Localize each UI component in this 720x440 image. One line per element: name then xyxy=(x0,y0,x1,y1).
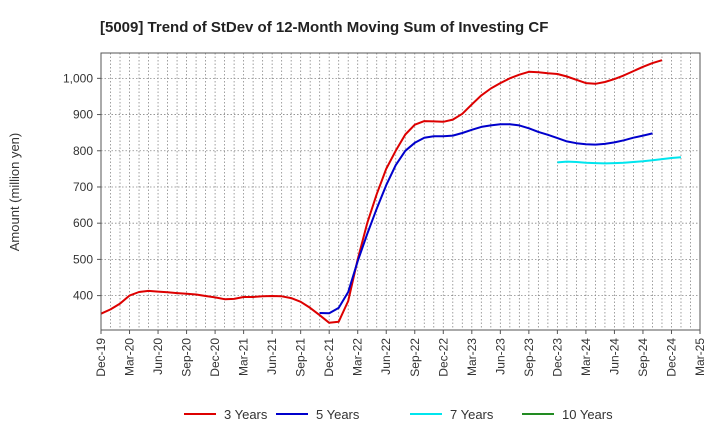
legend-label-10-years: 10 Years xyxy=(562,407,613,422)
x-tick-label: Jun-23 xyxy=(493,338,507,375)
y-axis-label: Amount (million yen) xyxy=(7,133,22,252)
x-tick-label: Mar-25 xyxy=(693,338,707,376)
x-tick-label: Jun-22 xyxy=(379,338,393,375)
series-line-5-years xyxy=(319,123,653,315)
chart-title: [5009] Trend of StDev of 12-Month Moving… xyxy=(100,19,548,36)
x-tick-label: Sep-24 xyxy=(636,338,650,377)
x-tick-label: Mar-24 xyxy=(579,338,593,376)
x-tick-label: Dec-20 xyxy=(208,338,222,377)
grid-lines xyxy=(101,53,700,330)
y-tick-label: 400 xyxy=(73,289,93,303)
series-lines xyxy=(100,59,682,324)
x-tick-label: Jun-24 xyxy=(607,338,621,375)
series-line-3-years xyxy=(100,59,663,324)
y-ticks: 400 500 600 700 800 900 1,000 xyxy=(63,71,101,303)
x-tick-label: Dec-24 xyxy=(664,338,678,377)
x-tick-label: Mar-22 xyxy=(351,338,365,376)
legend-label-3-years: 3 Years xyxy=(224,407,268,422)
x-tick-label: Dec-19 xyxy=(94,338,108,377)
x-tick-label: Sep-22 xyxy=(408,338,422,377)
legend: 3 Years 5 Years 7 Years 10 Years xyxy=(184,407,613,422)
x-tick-label: Dec-21 xyxy=(322,338,336,377)
y-tick-label: 800 xyxy=(73,144,93,158)
x-tick-label: Sep-20 xyxy=(180,338,194,377)
x-tick-label: Mar-23 xyxy=(465,338,479,376)
x-tick-label: Sep-21 xyxy=(294,338,308,377)
x-ticks: Dec-19 Mar-20 Jun-20 Sep-20 Dec-20 Mar-21 Jun-… xyxy=(94,330,707,377)
x-tick-label: Mar-21 xyxy=(237,338,251,376)
series-line-7-years xyxy=(557,156,682,165)
legend-label-5-years: 5 Years xyxy=(316,407,360,422)
y-tick-label: 600 xyxy=(73,216,93,230)
x-tick-label: Jun-21 xyxy=(265,338,279,375)
y-tick-label: 900 xyxy=(73,108,93,122)
legend-label-7-years: 7 Years xyxy=(450,407,494,422)
x-tick-label: Jun-20 xyxy=(151,338,165,375)
x-tick-label: Dec-23 xyxy=(550,338,564,377)
plot-frame xyxy=(100,52,701,331)
y-tick-label: 700 xyxy=(73,180,93,194)
y-tick-label: 500 xyxy=(73,252,93,266)
y-tick-label: 1,000 xyxy=(63,71,93,85)
x-tick-label: Sep-23 xyxy=(522,338,536,377)
x-tick-label: Dec-22 xyxy=(436,338,450,377)
x-tick-label: Mar-20 xyxy=(123,338,137,376)
